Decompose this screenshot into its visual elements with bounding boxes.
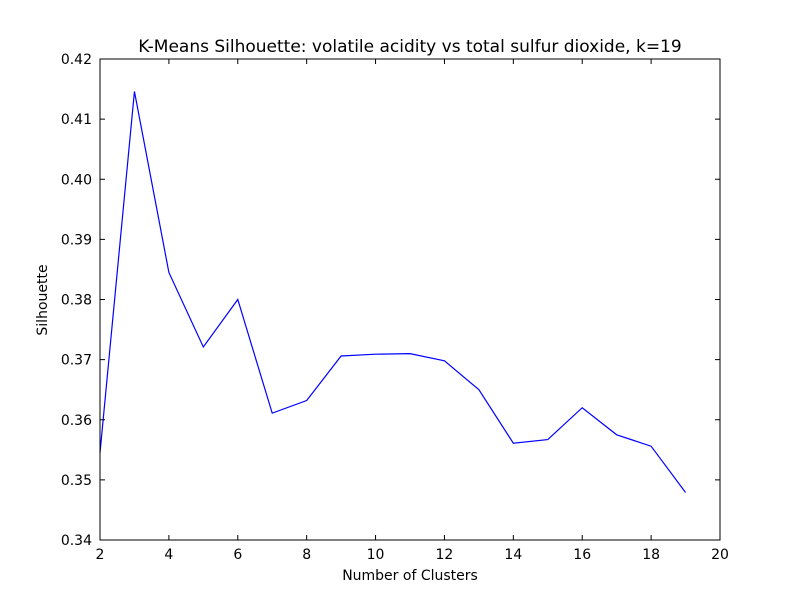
plot-area: [99, 58, 721, 541]
x-tick-label: 4: [164, 547, 173, 563]
y-axis-title: Silhouette: [35, 264, 51, 335]
y-tick-label: 0.40: [61, 172, 92, 188]
x-tick-label: 18: [642, 547, 660, 563]
x-tick-label: 14: [504, 547, 522, 563]
y-tick-label: 0.41: [61, 112, 92, 128]
x-tick-label: 2: [96, 547, 105, 563]
x-tick-label: 16: [573, 547, 591, 563]
x-tick-label: 12: [436, 547, 454, 563]
y-tick-label: 0.39: [61, 232, 92, 248]
x-tick-labels: 2 4 6 8 10 12 14 16 18 20: [96, 547, 729, 563]
y-tick-label: 0.38: [61, 293, 92, 309]
x-tick-label: 20: [711, 547, 729, 563]
series-layer: [99, 91, 687, 493]
chart-title: K-Means Silhouette: volatile acidity vs …: [138, 37, 681, 57]
x-tick-label: 10: [367, 547, 385, 563]
y-tick-label: 0.36: [61, 413, 92, 429]
series-line: [99, 91, 687, 493]
plot-background: [100, 59, 720, 540]
x-tick-label: 6: [233, 547, 242, 563]
y-tick-labels: 0.34 0.35 0.36 0.37 0.38 0.39 0.40 0.41 0.42: [61, 52, 92, 549]
y-tick-label: 0.42: [61, 52, 92, 68]
y-tick-label: 0.35: [61, 473, 92, 489]
y-tick-label: 0.37: [61, 353, 92, 369]
y-tick-label: 0.34: [61, 533, 92, 549]
plot-frame: [99, 58, 721, 541]
x-axis-title: Number of Clusters: [342, 568, 478, 584]
x-tick-label: 8: [302, 547, 311, 563]
